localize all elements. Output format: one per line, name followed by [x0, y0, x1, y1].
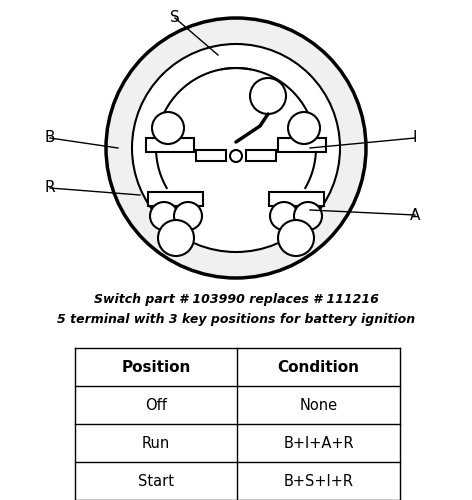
Circle shape — [132, 44, 340, 252]
Text: R: R — [45, 180, 55, 196]
Text: Position: Position — [121, 360, 191, 374]
Circle shape — [158, 220, 194, 256]
Text: Run: Run — [142, 436, 170, 450]
Text: 5 terminal with 3 key positions for battery ignition: 5 terminal with 3 key positions for batt… — [57, 314, 415, 326]
FancyBboxPatch shape — [269, 192, 324, 206]
Circle shape — [250, 78, 286, 114]
FancyBboxPatch shape — [246, 150, 276, 161]
Text: Condition: Condition — [278, 360, 360, 374]
Circle shape — [106, 18, 366, 278]
FancyBboxPatch shape — [196, 150, 226, 161]
FancyBboxPatch shape — [148, 192, 203, 206]
Text: None: None — [299, 398, 337, 412]
Text: B+I+A+R: B+I+A+R — [283, 436, 354, 450]
Text: Off: Off — [145, 398, 167, 412]
Circle shape — [270, 202, 298, 230]
Text: I: I — [413, 130, 417, 146]
Circle shape — [294, 202, 322, 230]
Circle shape — [278, 220, 314, 256]
Text: Switch part # 103990 replaces # 111216: Switch part # 103990 replaces # 111216 — [93, 294, 379, 306]
FancyBboxPatch shape — [278, 138, 326, 152]
Text: B+S+I+R: B+S+I+R — [284, 474, 354, 488]
Circle shape — [174, 202, 202, 230]
Circle shape — [288, 112, 320, 144]
Text: S: S — [170, 10, 180, 26]
Text: B: B — [45, 130, 55, 146]
FancyBboxPatch shape — [146, 138, 194, 152]
Circle shape — [150, 202, 178, 230]
Circle shape — [152, 112, 184, 144]
Text: A: A — [410, 208, 420, 222]
Circle shape — [230, 150, 242, 162]
Text: Start: Start — [138, 474, 174, 488]
